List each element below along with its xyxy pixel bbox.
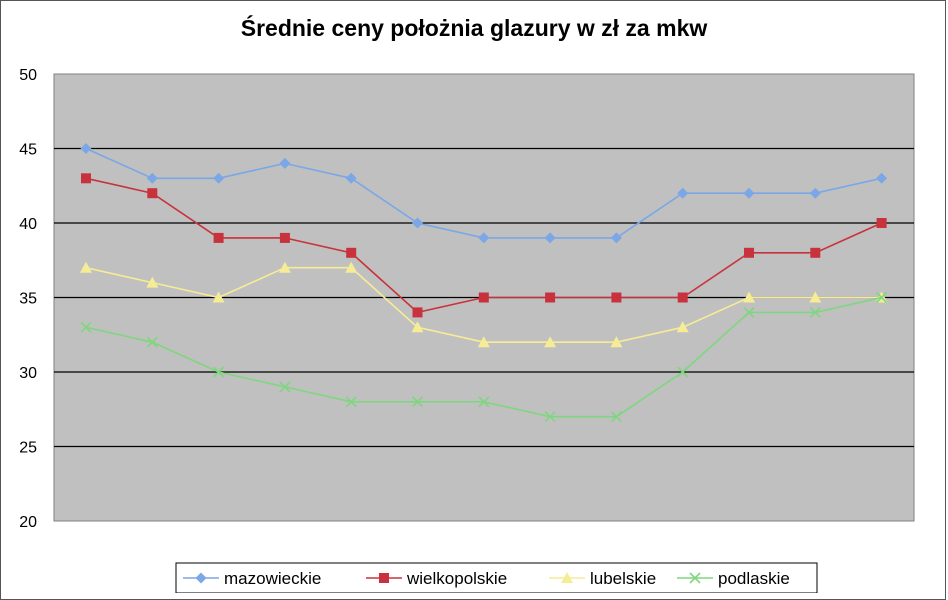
data-point	[146, 336, 158, 348]
legend-marker	[379, 573, 389, 583]
y-tick-label: 25	[19, 440, 37, 457]
data-point	[676, 321, 689, 333]
data-point	[677, 366, 689, 378]
data-point	[279, 381, 291, 393]
legend-label: podlaskie	[718, 569, 790, 588]
data-point	[279, 157, 291, 169]
data-point	[80, 261, 92, 273]
data-point	[876, 291, 888, 304]
data-point	[809, 306, 821, 318]
data-point	[212, 291, 225, 303]
legend-marker	[689, 572, 701, 584]
data-point	[80, 321, 92, 333]
data-point	[345, 261, 358, 273]
series-lubelskie	[80, 261, 888, 348]
chart-title: Średnie ceny położnia glazury w zł za mk…	[241, 14, 708, 41]
data-point	[345, 172, 357, 184]
data-point	[610, 336, 623, 348]
data-point	[809, 187, 821, 199]
data-point	[411, 396, 424, 408]
data-point	[876, 172, 888, 184]
data-point	[147, 188, 158, 199]
legend-marker	[561, 572, 573, 583]
data-point	[743, 306, 755, 318]
data-point	[80, 143, 92, 154]
data-point	[213, 366, 225, 378]
data-point	[478, 232, 490, 244]
data-point	[279, 232, 290, 243]
y-tick-label: 30	[19, 365, 37, 382]
y-axis-ticks: 50 45 40 35 30 25 20	[19, 67, 37, 531]
data-point	[809, 291, 822, 303]
legend-label: lubelskie	[590, 569, 656, 588]
data-point	[146, 276, 159, 288]
legend-item-mazowieckie: mazowieckie	[183, 569, 321, 588]
data-point	[345, 396, 357, 408]
data-point	[278, 261, 291, 273]
data-point	[876, 218, 887, 228]
legend-item-wielkopolskie: wielkopolskie	[366, 569, 507, 588]
data-point	[146, 172, 158, 184]
data-point	[213, 232, 224, 243]
data-point	[411, 321, 424, 333]
data-point	[81, 173, 91, 184]
y-tick-label: 50	[19, 67, 37, 84]
legend-item-lubelskie: lubelskie	[549, 569, 656, 588]
data-point	[610, 232, 622, 244]
data-point	[610, 411, 622, 423]
data-point	[545, 292, 556, 303]
data-point	[213, 172, 225, 184]
data-point	[544, 411, 556, 423]
series-wielkopolskie	[81, 173, 887, 318]
legend: mazowieckie wielkopolskie lubelskie podlask…	[175, 562, 818, 593]
data-point	[544, 232, 556, 244]
data-point	[544, 336, 557, 348]
y-tick-label: 35	[19, 291, 37, 308]
y-tick-label: 45	[19, 142, 37, 159]
legend-marker	[195, 572, 207, 584]
data-point	[810, 247, 821, 258]
data-point	[478, 396, 490, 408]
data-point	[677, 292, 688, 303]
series-podlaskie	[80, 291, 888, 423]
series-mazowieckie	[80, 143, 888, 244]
data-point	[743, 291, 755, 303]
data-point	[478, 292, 489, 303]
legend-item-podlaskie: podlaskie	[677, 569, 790, 588]
legend-label: mazowieckie	[224, 569, 321, 588]
data-point	[677, 187, 689, 199]
y-tick-label: 20	[19, 514, 37, 531]
data-point	[477, 336, 490, 348]
data-point	[412, 307, 423, 318]
legend-label: wielkopolskie	[406, 569, 507, 588]
data-point	[744, 247, 754, 258]
data-point	[346, 247, 357, 258]
data-point	[611, 292, 622, 303]
data-point	[743, 187, 755, 199]
series-group	[80, 143, 888, 423]
y-tick-label: 40	[19, 216, 37, 233]
data-point	[412, 217, 423, 229]
